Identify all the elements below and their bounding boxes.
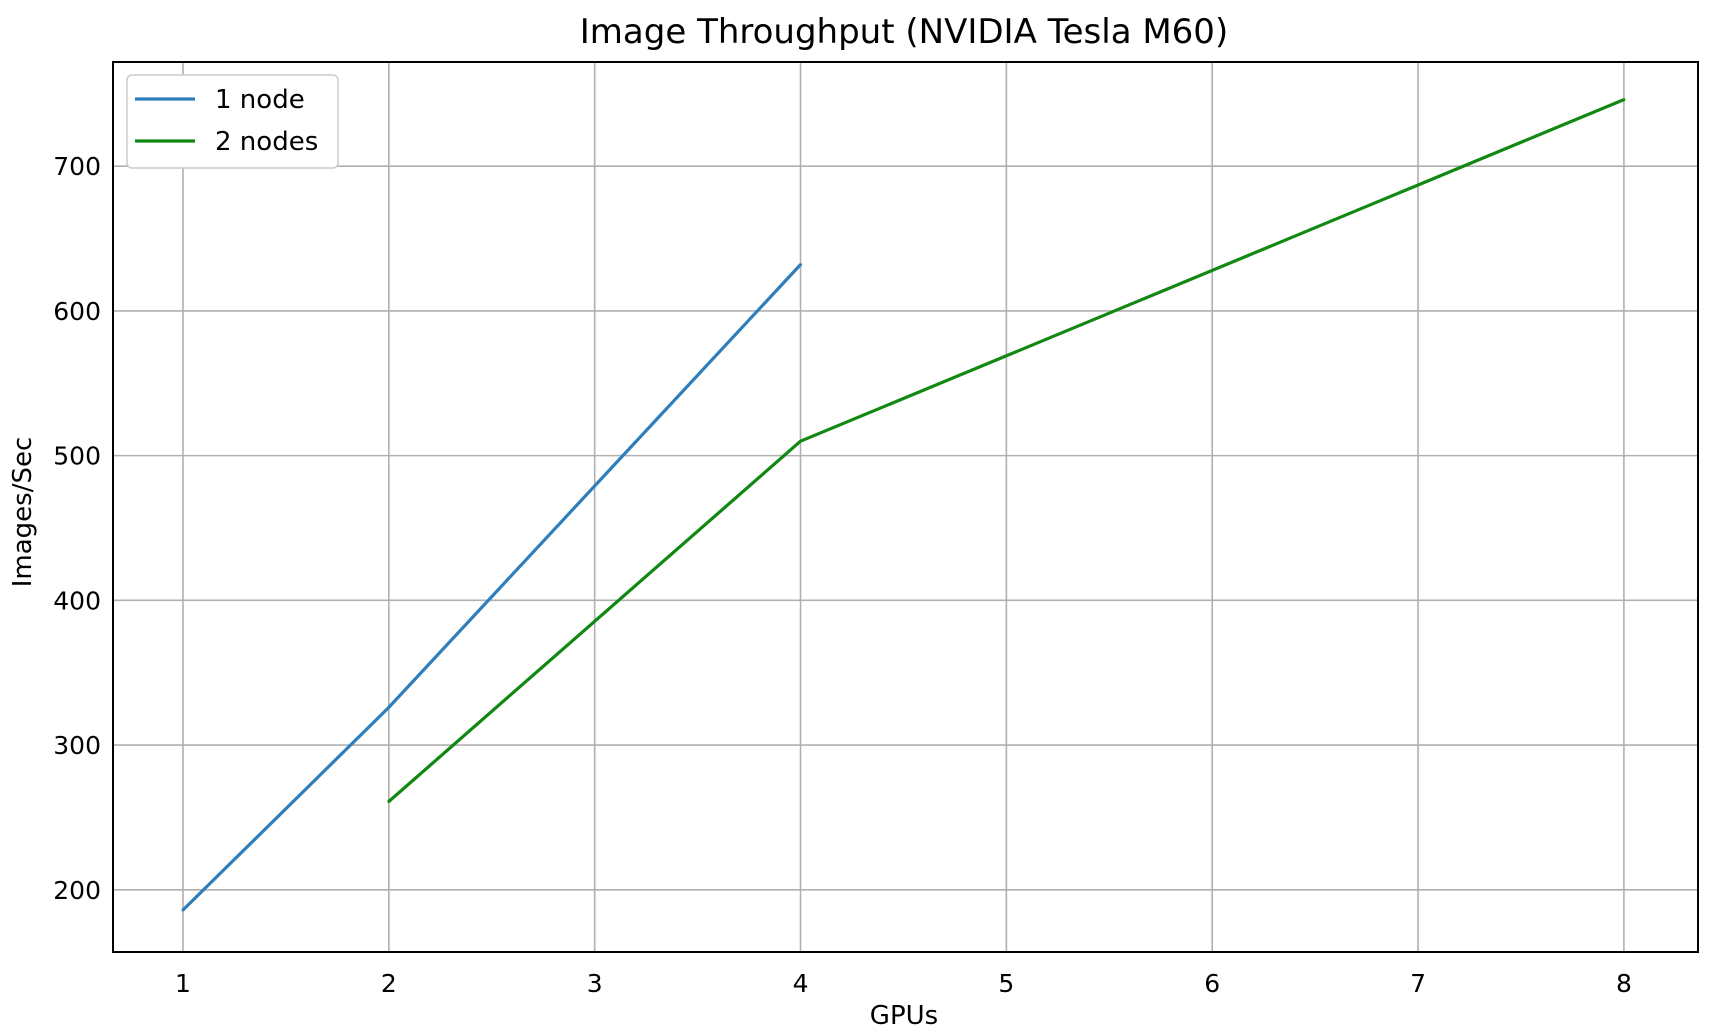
series-line-1 xyxy=(181,263,802,912)
legend-label: 1 node xyxy=(215,85,305,115)
x-tick-label: 1 xyxy=(175,969,191,998)
series-lines xyxy=(181,98,1626,912)
x-axis-ticks: 1 2 3 4 5 6 7 8 xyxy=(175,969,1632,998)
y-axis-label: Images/Sec xyxy=(8,437,38,588)
series-2-point xyxy=(387,799,391,803)
series-2-point xyxy=(1622,98,1626,102)
x-tick-label: 8 xyxy=(1616,969,1632,998)
legend: 1 node 2 nodes xyxy=(126,74,339,169)
y-tick-label: 400 xyxy=(53,586,101,615)
y-tick-label: 700 xyxy=(53,152,101,181)
series-1-point xyxy=(181,908,185,912)
x-tick-label: 6 xyxy=(1204,969,1220,998)
y-tick-label: 200 xyxy=(53,876,101,905)
y-tick-label: 600 xyxy=(53,297,101,326)
series-2-point xyxy=(799,439,803,443)
grid-lines xyxy=(113,62,1698,952)
y-tick-label: 300 xyxy=(53,731,101,760)
x-tick-label: 7 xyxy=(1410,969,1426,998)
chart-title: Image Throughput (NVIDIA Tesla M60) xyxy=(580,12,1228,52)
x-tick-label: 2 xyxy=(381,969,397,998)
plot-frame xyxy=(112,61,1699,953)
legend-label: 2 nodes xyxy=(215,127,318,157)
y-tick-label: 500 xyxy=(53,442,101,471)
y-axis-ticks: 200 300 400 500 600 700 xyxy=(53,152,101,905)
x-tick-label: 5 xyxy=(998,969,1014,998)
series-1-point xyxy=(799,263,803,267)
x-tick-label: 3 xyxy=(587,969,603,998)
series-1-point xyxy=(387,705,391,709)
x-axis-label: GPUs xyxy=(870,1001,938,1030)
x-tick-label: 4 xyxy=(793,969,809,998)
